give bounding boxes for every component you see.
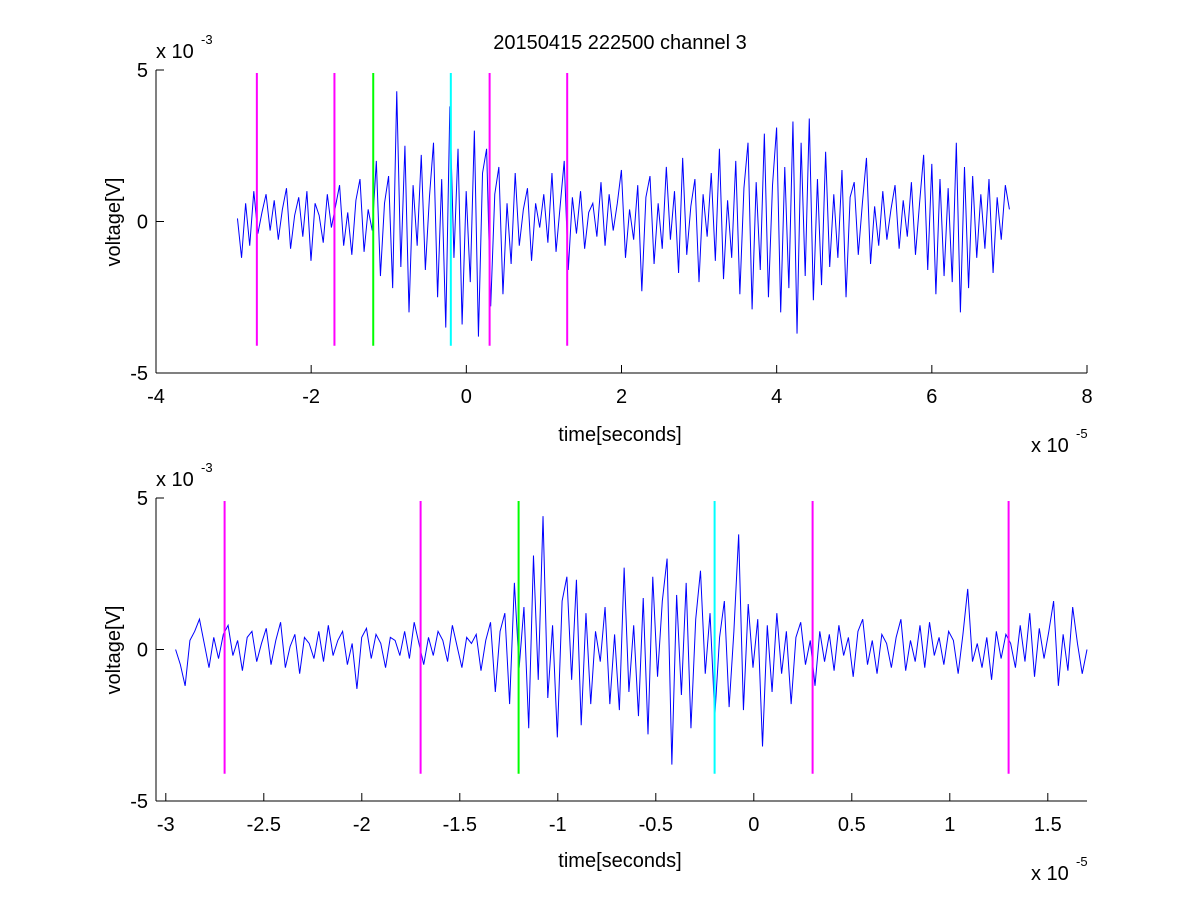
bottom-subplot: -3 -2.5 -2 -1.5 -1 -0.5 0 0.5 1 1.5 -5 0 5 time[seco… bbox=[103, 460, 1088, 885]
bottom-x-tick-label: -1 bbox=[549, 814, 567, 836]
bottom-x-tick-label: -3 bbox=[157, 814, 175, 836]
top-x-tick-label: 6 bbox=[926, 386, 937, 408]
bottom-ticks: -3 -2.5 -2 -1.5 -1 -0.5 0 0.5 1 1.5 -5 0 5 bbox=[130, 488, 1062, 836]
bottom-signal-series-0 bbox=[175, 516, 1088, 765]
bottom-x-exponent-base: x 10 bbox=[1031, 863, 1069, 885]
bottom-markers bbox=[223, 501, 1010, 774]
bottom-x-tick-label: -2 bbox=[353, 814, 371, 836]
top-x-tick-label: -4 bbox=[147, 386, 165, 408]
top-y-axis-label: voltage[V] bbox=[103, 178, 125, 267]
figure-title: 20150415 222500 channel 3 bbox=[493, 32, 747, 54]
top-x-axis-label: time[seconds] bbox=[558, 424, 681, 446]
bottom-x-exponent-power: -5 bbox=[1076, 854, 1088, 869]
bottom-x-tick-label: 0 bbox=[748, 814, 759, 836]
bottom-y-exponent-base: x 10 bbox=[156, 469, 194, 491]
top-y-exponent-power: -3 bbox=[201, 32, 213, 47]
top-ticks: -4 -2 0 2 4 6 8 -5 0 5 bbox=[130, 60, 1092, 408]
bottom-y-tick-label: 5 bbox=[137, 488, 148, 510]
top-markers bbox=[255, 73, 569, 346]
top-y-exponent-base: x 10 bbox=[156, 41, 194, 63]
top-x-tick-label: 4 bbox=[771, 386, 782, 408]
top-x-exponent-base: x 10 bbox=[1031, 435, 1069, 457]
bottom-y-tick-label: -5 bbox=[130, 791, 148, 813]
top-x-tick-label: 0 bbox=[461, 386, 472, 408]
bottom-plot-data bbox=[175, 516, 1088, 765]
top-x-tick-label: 2 bbox=[616, 386, 627, 408]
top-y-tick-label: 0 bbox=[137, 212, 148, 234]
top-signal-series-0 bbox=[236, 91, 1010, 337]
top-y-tick-label: -5 bbox=[130, 363, 148, 385]
bottom-y-axis-label: voltage[V] bbox=[103, 606, 125, 695]
top-x-tick-label: 8 bbox=[1081, 386, 1092, 408]
top-x-exponent-power: -5 bbox=[1076, 426, 1088, 441]
bottom-x-tick-label: -0.5 bbox=[639, 814, 673, 836]
bottom-x-tick-label: 1 bbox=[944, 814, 955, 836]
bottom-x-tick-label: 0.5 bbox=[838, 814, 866, 836]
top-plot-data bbox=[236, 91, 1010, 337]
bottom-x-axis-label: time[seconds] bbox=[558, 850, 681, 872]
bottom-x-tick-label: 1.5 bbox=[1034, 814, 1062, 836]
bottom-x-tick-label: -2.5 bbox=[247, 814, 281, 836]
top-subplot: -4 -2 0 2 4 6 8 -5 0 5 time[seconds] voltage[V] x… bbox=[103, 32, 1093, 457]
top-y-tick-label: 5 bbox=[137, 60, 148, 82]
bottom-y-exponent-power: -3 bbox=[201, 460, 213, 475]
bottom-y-tick-label: 0 bbox=[137, 640, 148, 662]
bottom-x-tick-label: -1.5 bbox=[443, 814, 477, 836]
top-x-tick-label: -2 bbox=[302, 386, 320, 408]
